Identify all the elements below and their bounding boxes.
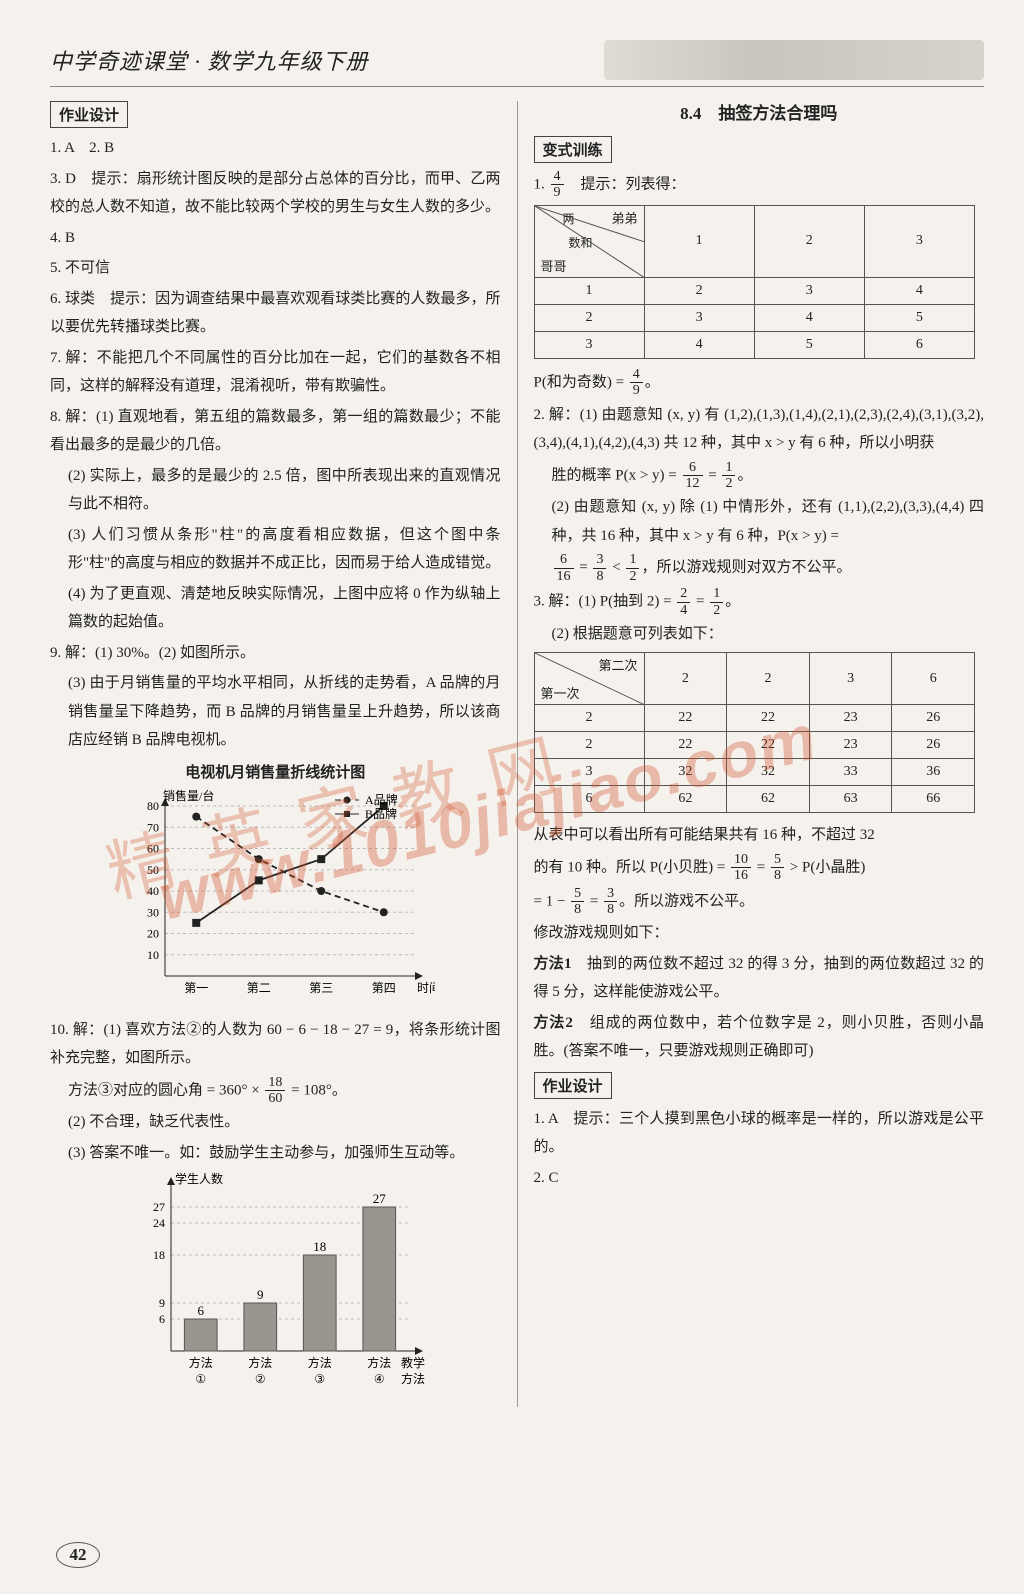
svg-text:方法: 方法 (367, 1355, 391, 1370)
section-box-homework-2: 作业设计 (534, 1072, 612, 1099)
svg-text:6: 6 (198, 1303, 205, 1318)
svg-text:第二: 第二 (247, 981, 271, 995)
svg-text:20: 20 (147, 926, 159, 940)
page-header: 中学奇迹课堂 · 数学九年级下册 (50, 40, 984, 87)
answer-10-1: 10. 解：(1) 喜欢方法②的人数为 60 − 6 − 18 − 27 = 9… (50, 1016, 501, 1073)
answer-3: 3. D 提示：扇形统计图反映的是部分占总体的百分比，而甲、乙两校的总人数不知道… (50, 165, 501, 222)
svg-text:10: 10 (147, 947, 159, 961)
svg-text:①: ① (196, 1372, 207, 1386)
svg-text:教学: 教学 (401, 1355, 425, 1370)
after-t2-1: 从表中可以看出所有可能结果共有 16 种，不超过 32 (534, 821, 985, 850)
answer-8-3: (3) 人们习惯从条形"柱"的高度看相应数据，但这个图中条形"柱"的高度与相应的… (50, 521, 501, 578)
answer-5: 5. 不可信 (50, 254, 501, 283)
frac-4-9: 49 (551, 169, 564, 201)
mod-title: 修改游戏规则如下： (534, 919, 985, 948)
header-decoration (604, 40, 984, 80)
bar-chart: 69182427691827方法①方法②方法③方法④学生人数教学方法 (125, 1171, 425, 1401)
right-column: 8.4 抽签方法合理吗 变式训练 1. 49 提示：列表得： 弟弟两数和哥哥12… (534, 97, 985, 1411)
svg-text:9: 9 (159, 1296, 165, 1310)
svg-text:时间/月: 时间/月 (417, 981, 435, 995)
answer-6: 6. 球类 提示：因为调查结果中最喜欢观看球类比赛的人数最多，所以要优先转播球类… (50, 285, 501, 342)
p-odd: P(和为奇数) = 49。 (534, 367, 985, 399)
answer-10-4: (3) 答案不唯一。如：鼓励学生主动参与，加强师生互动等。 (50, 1139, 501, 1168)
svg-text:④: ④ (374, 1372, 385, 1386)
page-number: 42 (56, 1542, 100, 1568)
answer-7: 7. 解：不能把几个不同属性的百分比加在一起，它们的基数各不相同，这样的解释没有… (50, 344, 501, 401)
svg-text:27: 27 (153, 1200, 165, 1214)
method2: 方法2 组成的两位数中，若个位数字是 2，则小贝胜，否则小晶胜。(答案不唯一，只… (534, 1009, 985, 1066)
svg-text:18: 18 (314, 1239, 327, 1254)
answer-4: 4. B (50, 224, 501, 253)
q2-2b: 616 = 38 < 12，所以游戏规则对双方不公平。 (534, 552, 985, 584)
svg-text:60: 60 (147, 841, 159, 855)
p-odd-pre: P(和为奇数) = (534, 374, 628, 390)
svg-text:9: 9 (257, 1287, 264, 1302)
section-8-4-title: 8.4 抽签方法合理吗 (534, 99, 985, 124)
svg-text:方法: 方法 (189, 1355, 213, 1370)
q1: 1. 49 提示：列表得： (534, 169, 985, 201)
q1-pre: 1. (534, 176, 549, 192)
svg-text:50: 50 (147, 862, 159, 876)
svg-text:6: 6 (159, 1312, 165, 1326)
hw-2: 2. C (534, 1164, 985, 1193)
svg-text:方法: 方法 (401, 1371, 425, 1386)
answer-8-4: (4) 为了更直观、清楚地反映实际情况，上图中应将 0 作为纵轴上篇数的起始值。 (50, 580, 501, 637)
p-odd-post: 。 (645, 374, 660, 390)
line-chart: 10 20 30 40 50 60 70 80 第一 第二 第三 第四 A品牌B品牌 销售量/台时间/月 (115, 786, 435, 1006)
a10-2-pre: 方法③对应的圆心角 = 360° × (68, 1082, 263, 1098)
after-t2-3: = 1 − 58 = 38。所以游戏不公平。 (534, 886, 985, 918)
q3-2: (2) 根据题意可列表如下： (534, 620, 985, 649)
answer-8-1: 8. 解：(1) 直观地看，第五组的篇数最多，第一组的篇数最少；不能看出最多的是… (50, 403, 501, 460)
chart1-title: 电视机月销售量折线统计图 (50, 761, 501, 782)
table-2: 第二次第一次2236222222326222222326332323336662… (534, 652, 976, 813)
a10-2-post: = 108°。 (287, 1082, 346, 1098)
column-divider (517, 101, 518, 1407)
left-column: 作业设计 1. A 2. B 3. D 提示：扇形统计图反映的是部分占总体的百分… (50, 97, 501, 1411)
answer-10-2: 方法③对应的圆心角 = 360° × 1860 = 108°。 (50, 1075, 501, 1107)
svg-text:24: 24 (153, 1216, 165, 1230)
frac-4-9-b: 49 (630, 367, 643, 399)
svg-text:③: ③ (315, 1372, 326, 1386)
svg-text:第一: 第一 (184, 981, 208, 995)
section-box-homework: 作业设计 (50, 101, 128, 128)
answer-1-2: 1. A 2. B (50, 134, 501, 163)
svg-text:方法: 方法 (248, 1355, 272, 1370)
svg-text:第三: 第三 (309, 981, 333, 995)
method1: 方法1 抽到的两位数不超过 32 的得 3 分，抽到的两位数超过 32 的得 5… (534, 950, 985, 1007)
svg-text:B品牌: B品牌 (365, 807, 397, 821)
svg-text:方法: 方法 (308, 1355, 332, 1370)
svg-text:销售量/台: 销售量/台 (163, 788, 214, 803)
table-1: 弟弟两数和哥哥123123423453456 (534, 205, 976, 359)
svg-text:第四: 第四 (372, 981, 396, 995)
frac-18-60: 1860 (265, 1075, 285, 1107)
q2-1b: 胜的概率 P(x > y) = 612 = 12。 (534, 460, 985, 492)
hw-1: 1. A 提示：三个人摸到黑色小球的概率是一样的，所以游戏是公平的。 (534, 1105, 985, 1162)
svg-text:80: 80 (147, 799, 159, 813)
answer-9-1: 9. 解：(1) 30%。(2) 如图所示。 (50, 639, 501, 668)
svg-text:学生人数: 学生人数 (175, 1171, 223, 1186)
svg-text:A品牌: A品牌 (365, 793, 398, 807)
answer-9-2: (3) 由于月销售量的平均水平相同，从折线的走势看，A 品牌的月销售量呈下降趋势… (50, 669, 501, 755)
page-number-value: 42 (56, 1542, 100, 1568)
q1-post: 提示：列表得： (566, 176, 686, 192)
svg-text:27: 27 (373, 1191, 387, 1206)
svg-text:②: ② (255, 1372, 266, 1386)
svg-text:30: 30 (147, 905, 159, 919)
svg-text:70: 70 (147, 820, 159, 834)
section-box-variant: 变式训练 (534, 136, 612, 163)
answer-8-2: (2) 实际上，最多的是最少的 2.5 倍，图中所表现出来的直观情况与此不相符。 (50, 462, 501, 519)
after-t2-2: 的有 10 种。所以 P(小贝胜) = 1016 = 58 > P(小晶胜) (534, 852, 985, 884)
q2-2: (2) 由题意知 (x, y) 除 (1) 中情形外，还有 (1,1),(2,2… (534, 493, 985, 550)
q3-1: 3. 解：(1) P(抽到 2) = 24 = 12。 (534, 586, 985, 618)
header-title: 中学奇迹课堂 · 数学九年级下册 (50, 44, 369, 76)
answer-10-3: (2) 不合理，缺乏代表性。 (50, 1108, 501, 1137)
svg-text:18: 18 (153, 1248, 165, 1262)
q2-1: 2. 解：(1) 由题意知 (x, y) 有 (1,2),(1,3),(1,4)… (534, 401, 985, 458)
svg-text:40: 40 (147, 884, 159, 898)
